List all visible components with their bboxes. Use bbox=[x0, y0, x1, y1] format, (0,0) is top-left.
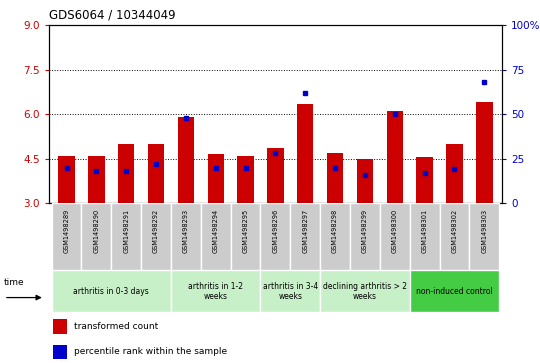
Text: GSM1498296: GSM1498296 bbox=[272, 209, 279, 253]
Text: GSM1498293: GSM1498293 bbox=[183, 209, 189, 253]
Bar bbox=[231, 203, 260, 270]
Bar bbox=[111, 203, 141, 270]
Text: GSM1498290: GSM1498290 bbox=[93, 209, 99, 253]
Bar bbox=[207, 154, 224, 203]
Text: GSM1498291: GSM1498291 bbox=[123, 209, 129, 253]
Text: GSM1498299: GSM1498299 bbox=[362, 209, 368, 253]
Text: GSM1498289: GSM1498289 bbox=[64, 209, 70, 253]
Bar bbox=[446, 144, 463, 203]
Text: non-induced control: non-induced control bbox=[416, 287, 493, 296]
Bar bbox=[171, 203, 201, 270]
Text: percentile rank within the sample: percentile rank within the sample bbox=[73, 347, 227, 356]
Text: time: time bbox=[4, 278, 24, 287]
Bar bbox=[380, 203, 410, 270]
Bar bbox=[476, 102, 492, 203]
Bar bbox=[53, 345, 67, 359]
Text: GSM1498295: GSM1498295 bbox=[242, 209, 248, 253]
Text: GSM1498301: GSM1498301 bbox=[422, 209, 428, 253]
Bar bbox=[320, 203, 350, 270]
Text: GSM1498292: GSM1498292 bbox=[153, 209, 159, 253]
Bar bbox=[416, 157, 433, 203]
Bar bbox=[327, 153, 343, 203]
Bar bbox=[88, 156, 105, 203]
Text: transformed count: transformed count bbox=[73, 322, 158, 331]
Bar bbox=[267, 148, 284, 203]
Bar bbox=[320, 270, 410, 312]
Bar bbox=[148, 144, 164, 203]
Text: arthritis in 0-3 days: arthritis in 0-3 days bbox=[73, 287, 149, 296]
Bar bbox=[410, 270, 499, 312]
Bar bbox=[357, 159, 373, 203]
Text: arthritis in 1-2
weeks: arthritis in 1-2 weeks bbox=[188, 282, 243, 301]
Bar bbox=[201, 203, 231, 270]
Bar bbox=[440, 203, 469, 270]
Bar bbox=[387, 111, 403, 203]
Bar bbox=[260, 203, 291, 270]
Bar bbox=[171, 270, 260, 312]
Bar bbox=[469, 203, 499, 270]
Bar bbox=[141, 203, 171, 270]
Bar bbox=[410, 203, 440, 270]
Text: GDS6064 / 10344049: GDS6064 / 10344049 bbox=[49, 9, 175, 22]
Bar bbox=[58, 156, 75, 203]
Text: GSM1498300: GSM1498300 bbox=[392, 209, 398, 253]
Bar bbox=[118, 144, 134, 203]
Bar bbox=[178, 117, 194, 203]
Bar bbox=[260, 270, 320, 312]
Text: GSM1498302: GSM1498302 bbox=[451, 209, 457, 253]
Bar bbox=[238, 156, 254, 203]
Text: GSM1498294: GSM1498294 bbox=[213, 209, 219, 253]
Text: GSM1498297: GSM1498297 bbox=[302, 209, 308, 253]
Bar bbox=[52, 270, 171, 312]
Bar bbox=[291, 203, 320, 270]
Text: declining arthritis > 2
weeks: declining arthritis > 2 weeks bbox=[323, 282, 407, 301]
Bar bbox=[297, 104, 313, 203]
Bar bbox=[82, 203, 111, 270]
Bar bbox=[350, 203, 380, 270]
Bar bbox=[53, 319, 67, 334]
Text: GSM1498298: GSM1498298 bbox=[332, 209, 338, 253]
Text: arthritis in 3-4
weeks: arthritis in 3-4 weeks bbox=[262, 282, 318, 301]
Bar bbox=[52, 203, 82, 270]
Text: GSM1498303: GSM1498303 bbox=[481, 209, 487, 253]
